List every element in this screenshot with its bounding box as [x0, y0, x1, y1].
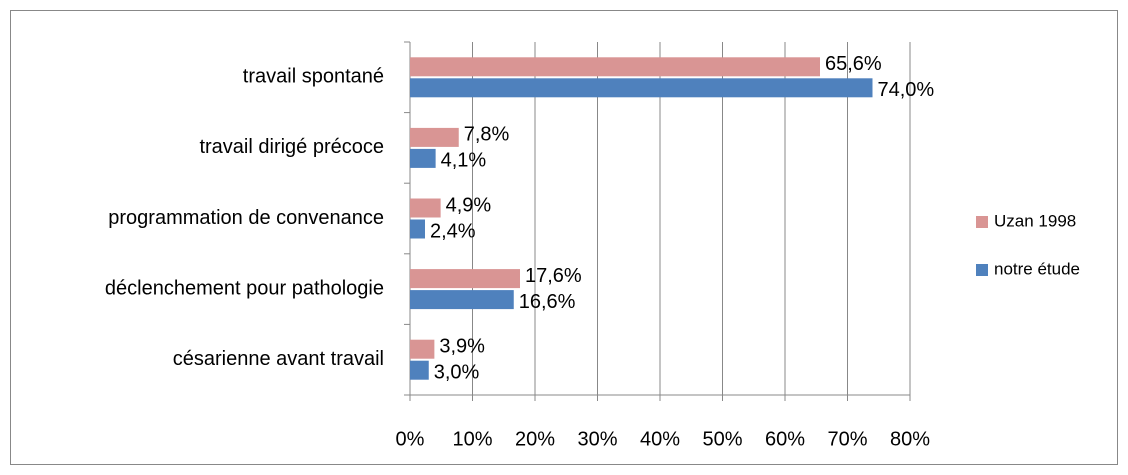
x-tick-label: 50%	[702, 428, 742, 450]
x-tick-label: 20%	[515, 428, 555, 450]
x-tick-label: 60%	[765, 428, 805, 450]
x-tick-label: 70%	[827, 428, 867, 450]
x-tick-label: 80%	[890, 428, 930, 450]
data-label: 3,0%	[434, 361, 480, 383]
data-label: 2,4%	[430, 220, 476, 242]
y-tick-label: travail dirigé précoce	[199, 136, 384, 158]
x-tick-label: 30%	[577, 428, 617, 450]
bar	[410, 269, 520, 289]
legend-label: notre étude	[994, 259, 1080, 278]
bar	[410, 57, 820, 77]
y-tick-label: programmation de convenance	[108, 207, 384, 229]
bar	[410, 339, 435, 359]
bar	[410, 127, 459, 147]
data-label: 17,6%	[525, 265, 582, 287]
data-label: 16,6%	[519, 291, 576, 313]
data-label: 74,0%	[878, 79, 935, 101]
bar	[410, 198, 441, 218]
bar	[410, 219, 425, 239]
bar	[410, 78, 873, 98]
x-tick-label: 0%	[396, 428, 425, 450]
x-tick-label: 40%	[640, 428, 680, 450]
bar	[410, 360, 429, 380]
bar	[410, 290, 514, 310]
legend-swatch	[976, 264, 988, 276]
data-label: 4,1%	[441, 150, 487, 172]
data-label: 65,6%	[825, 53, 882, 75]
legend-label: Uzan 1998	[994, 211, 1076, 230]
y-tick-label: déclenchement pour pathologie	[105, 277, 384, 299]
data-label: 7,8%	[464, 124, 510, 146]
data-label: 4,9%	[446, 194, 492, 216]
y-tick-label: travail spontané	[243, 66, 384, 88]
legend-swatch	[976, 216, 988, 228]
data-label: 3,9%	[439, 335, 485, 357]
x-tick-label: 10%	[452, 428, 492, 450]
bar	[410, 148, 436, 168]
y-tick-label: césarienne avant travail	[173, 348, 384, 370]
